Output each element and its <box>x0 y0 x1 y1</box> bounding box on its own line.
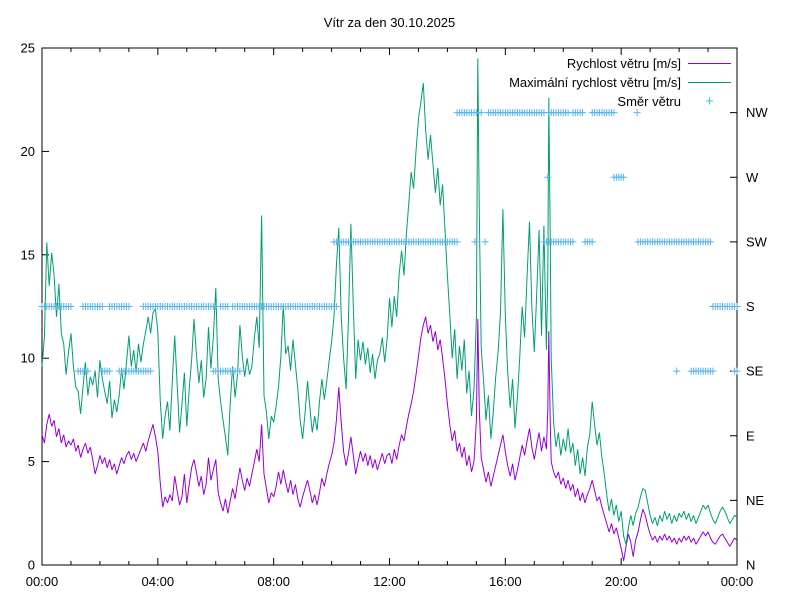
direction-tick-label: N <box>746 558 755 573</box>
x-axis-labels: 00:00 04:00 08:00 12:00 16:00 20:00 00:00 <box>26 574 754 589</box>
direction-tick-label: SW <box>746 234 768 249</box>
y-tick-label: 20 <box>21 144 35 159</box>
direction-tick-label: W <box>746 170 759 185</box>
legend-row-wind-speed: Rychlost větru [m/s] <box>567 54 731 73</box>
plus-marker-icon: + <box>705 92 714 110</box>
legend-row-wind-direction: Směr větru + <box>617 92 731 111</box>
direction-tick-label: S <box>746 299 755 314</box>
direction-tick-label: NE <box>746 493 764 508</box>
direction-markers <box>38 109 741 375</box>
x-tick-label: 00:00 <box>721 574 754 589</box>
x-axis-ticks <box>41 48 738 565</box>
y-axis-left-labels: 0 5 10 15 20 25 <box>21 41 35 573</box>
y-tick-label: 0 <box>28 558 35 573</box>
direction-tick-label: SE <box>746 364 764 379</box>
legend: Rychlost větru [m/s] Maximální rychlost … <box>0 54 731 111</box>
y-tick-label: 10 <box>21 351 35 366</box>
legend-label-wind-direction: Směr větru <box>617 94 681 109</box>
x-tick-label: 08:00 <box>257 574 290 589</box>
x-tick-label: 12:00 <box>373 574 406 589</box>
x-tick-label: 00:00 <box>26 574 59 589</box>
x-tick-label: 16:00 <box>489 574 522 589</box>
x-tick-label: 04:00 <box>142 574 175 589</box>
direction-tick-label: E <box>746 428 755 443</box>
series-line-0 <box>41 316 738 561</box>
direction-tick-label: NW <box>746 105 768 120</box>
legend-row-max-wind-speed: Maximální rychlost větru [m/s] <box>509 73 731 92</box>
y-axis-right-labels: N NE E SE S SW W NW <box>746 105 768 572</box>
y-tick-label: 25 <box>21 41 35 56</box>
y-tick-label: 15 <box>21 247 35 262</box>
series-line-1 <box>41 58 738 545</box>
line-sample-icon <box>688 76 731 90</box>
line-sample-icon <box>688 57 731 71</box>
y-tick-label: 5 <box>28 454 35 469</box>
chart-title: Vítr za den 30.10.2025 <box>323 15 456 30</box>
legend-label-wind-speed: Rychlost větru [m/s] <box>566 56 681 71</box>
x-tick-label: 20:00 <box>605 574 638 589</box>
legend-label-max-wind-speed: Maximální rychlost větru [m/s] <box>509 75 681 90</box>
y-axis-right-ticks <box>730 112 737 566</box>
